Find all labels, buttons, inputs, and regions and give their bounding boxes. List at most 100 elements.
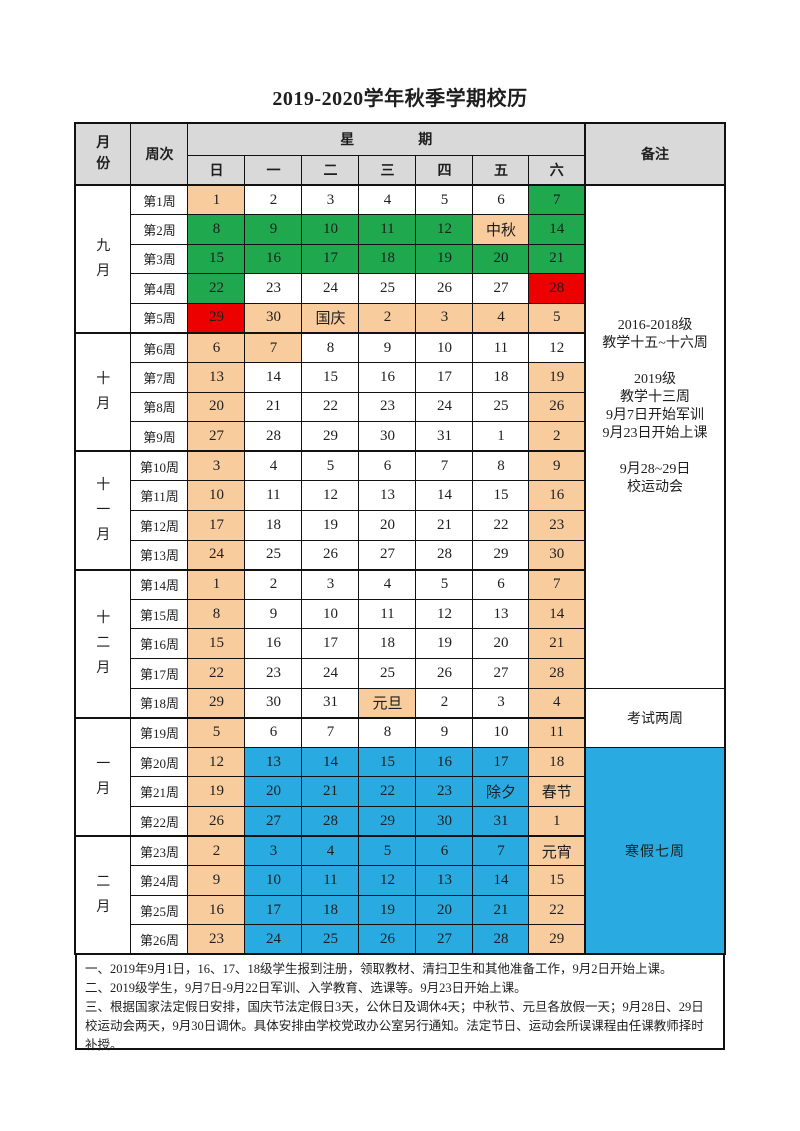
week-number-label: 第1周 xyxy=(130,184,189,216)
day-cell: 30 xyxy=(244,302,303,334)
remark-semester-info: 2016-2018级 教学十五~十六周 2019级 教学十三周 9月7日开始军训… xyxy=(584,183,726,689)
day-cell: 7 xyxy=(301,716,360,748)
day-cell: 17 xyxy=(301,243,360,275)
day-cell: 27 xyxy=(415,924,474,955)
vertical-label-text: 一月 xyxy=(96,756,111,797)
week-number-label: 第12周 xyxy=(130,510,189,541)
day-cell: 2 xyxy=(187,835,246,867)
day-cell: 22 xyxy=(301,391,360,423)
month-label: 十月 xyxy=(74,331,132,452)
day-cell: 21 xyxy=(472,894,530,926)
day-cell: 3 xyxy=(301,184,360,216)
day-cell: 16 xyxy=(415,746,474,778)
day-cell: 5 xyxy=(187,716,246,748)
day-cell: 23 xyxy=(358,391,417,423)
month-label: 十一月 xyxy=(74,450,132,571)
day-cell: 8 xyxy=(187,598,246,630)
day-cell: 10 xyxy=(472,716,530,748)
day-cell: 29 xyxy=(187,302,246,334)
day-cell: 10 xyxy=(301,598,360,630)
day-cell: 13 xyxy=(358,480,417,512)
day-cell: 21 xyxy=(528,628,586,659)
day-cell: 19 xyxy=(301,510,360,541)
day-cell: 11 xyxy=(301,865,360,896)
day-cell: 3 xyxy=(244,835,303,867)
day-cell: 元宵 xyxy=(528,835,586,867)
day-cell: 23 xyxy=(187,924,246,955)
week-number-label: 第18周 xyxy=(130,687,189,719)
page-title: 2019-2020学年秋季学期校历 xyxy=(272,88,528,110)
header-row-2: 日一二三四五六 xyxy=(75,154,725,186)
day-cell: 6 xyxy=(472,568,530,600)
day-cell: 1 xyxy=(528,805,586,837)
remark-winter-vacation: 寒假七周 xyxy=(584,746,726,955)
day-cell: 24 xyxy=(301,658,360,689)
day-cell: 30 xyxy=(244,687,303,719)
week-number-label: 第20周 xyxy=(130,746,189,778)
week-row: 第5周 29 30 国庆 2 3 4 5 xyxy=(75,302,725,334)
day-cell: 18 xyxy=(528,746,586,778)
weekday-group-char: 星 xyxy=(340,133,355,149)
header-row-1: 月份 周次星期备注 xyxy=(74,122,726,186)
day-cell: 31 xyxy=(301,687,360,719)
day-cell: 8 xyxy=(358,716,417,748)
day-cell: 15 xyxy=(472,480,530,512)
day-cell: 4 xyxy=(301,835,360,867)
day-cell: 19 xyxy=(415,243,474,275)
day-cell: 31 xyxy=(472,805,530,837)
day-cell: 4 xyxy=(358,568,417,600)
day-cell: 19 xyxy=(358,894,417,926)
vertical-label-text: 十月 xyxy=(96,371,111,413)
day-cell: 21 xyxy=(301,776,360,807)
day-cell: 27 xyxy=(472,658,530,689)
week-number-label: 第24周 xyxy=(130,865,189,896)
day-cell: 29 xyxy=(187,687,246,719)
weekday-group-label: 星期 xyxy=(189,129,584,149)
day-cell: 春节 xyxy=(528,776,586,807)
day-cell: 6 xyxy=(187,331,246,364)
day-cell: 22 xyxy=(358,776,417,807)
day-cell: 24 xyxy=(415,391,474,423)
day-cell: 23 xyxy=(244,273,303,304)
day-cell: 11 xyxy=(244,480,303,512)
day-cell: 30 xyxy=(528,539,586,571)
day-cell: 12 xyxy=(187,746,246,778)
week-row: 十二月 第14周 1 2 3 4 5 6 7 xyxy=(74,568,725,719)
day-cell: 3 xyxy=(187,450,246,482)
day-cell: 28 xyxy=(528,273,586,304)
day-cell: 7 xyxy=(472,835,530,867)
day-cell: 30 xyxy=(358,421,417,452)
day-cell: 14 xyxy=(301,746,360,778)
day-cell: 25 xyxy=(472,391,530,423)
remark-column-header: 备注 xyxy=(584,122,726,186)
day-cell: 21 xyxy=(528,243,586,275)
day-cell: 8 xyxy=(472,450,530,482)
day-cell: 7 xyxy=(415,450,474,482)
week-row: 第18周 29 30 31 元旦 2 3 4 考试两周 xyxy=(75,687,726,748)
day-cell: 28 xyxy=(301,805,360,837)
week-row: 第2周 8 9 10 11 12 中秋 14 xyxy=(75,214,725,245)
weekday-header: 四 xyxy=(415,154,474,186)
day-cell: 27 xyxy=(358,539,417,571)
day-cell: 12 xyxy=(415,214,474,245)
day-cell: 13 xyxy=(472,598,530,630)
day-cell: 28 xyxy=(528,658,586,689)
day-cell: 19 xyxy=(528,362,586,393)
calendar-body: 月份 周次星期备注日一二三四五六九月 第1周 1 2 3 4 5 6 7 2016-2018级 教学… xyxy=(74,122,726,955)
day-cell: 2 xyxy=(415,687,474,719)
day-cell: 26 xyxy=(415,658,474,689)
day-cell: 1 xyxy=(187,568,246,600)
day-cell: 16 xyxy=(528,480,586,512)
day-cell: 23 xyxy=(415,776,474,807)
day-cell: 14 xyxy=(528,598,586,630)
day-cell: 26 xyxy=(415,273,474,304)
week-row: 第22周 26 27 28 29 30 31 1 xyxy=(75,805,725,837)
day-cell: 1 xyxy=(472,421,530,452)
week-row: 第11周 10 11 12 13 14 15 16 xyxy=(75,480,725,512)
day-cell: 14 xyxy=(528,214,586,245)
note-line: 一、2019年9月1日，16、17、18级学生报到注册，领取教材、清扫卫生和其他… xyxy=(85,962,673,977)
week-row: 第9周 27 28 29 30 31 1 2 xyxy=(75,421,725,452)
day-cell: 26 xyxy=(187,805,246,837)
day-cell: 元旦 xyxy=(358,687,417,719)
day-cell: 24 xyxy=(301,273,360,304)
